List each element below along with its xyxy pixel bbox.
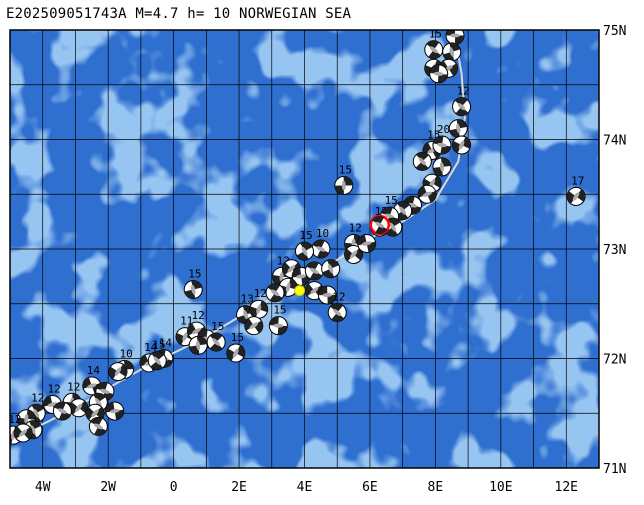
event-depth-label: 14 [159, 337, 173, 350]
focal-mechanism [88, 416, 108, 436]
axis-labels: 4W 2W 0 2E 4E 6E 8E 10E 12E 71N 72N 73N 74N 75N [35, 24, 627, 495]
focal-mechanism [357, 234, 377, 254]
event-depth-label: 10 [316, 227, 329, 240]
focal-mechanism [13, 423, 33, 443]
focal-mechanism [206, 332, 226, 352]
event-depth-label: 12 [67, 380, 80, 393]
map-title: E202509051743A M=4.7 h= 10 NORWEGIAN SEA [6, 6, 352, 22]
event-depth-label: 12 [8, 413, 21, 426]
event-depth-label: 12 [48, 382, 61, 395]
event-depth-label: 14 [144, 341, 158, 354]
event-depth-label: 15 [429, 28, 442, 41]
lon-tick-label: 6E [362, 480, 378, 495]
event-depth-label: 15 [273, 304, 286, 317]
event-depth-label: 15 [152, 339, 165, 352]
event-depth-label: 12 [254, 287, 267, 300]
lat-tick-label: 71N [603, 462, 626, 477]
focal-mechanism [108, 362, 128, 382]
focal-mechanism [448, 119, 468, 139]
lat-tick-label: 72N [603, 353, 626, 368]
focal-mechanism [402, 195, 422, 215]
lon-tick-label: 2W [100, 480, 116, 495]
lat-tick-label: 74N [603, 134, 626, 149]
focal-mechanism [424, 40, 444, 60]
lon-tick-label: 2E [231, 480, 247, 495]
lon-tick-label: 10E [489, 480, 512, 495]
focal-mechanism [226, 343, 246, 363]
event-depth-label: 12 [192, 309, 205, 322]
event-depth-label: 15 [300, 229, 313, 242]
lon-tick-label: 4E [297, 480, 313, 495]
focal-mechanism [566, 186, 586, 206]
focal-mechanism [265, 283, 285, 303]
event-depth-label: 12 [31, 391, 44, 404]
event-layer: 1415121520151712151210151213121512151112… [8, 13, 586, 445]
focal-mechanism [321, 259, 341, 279]
event-depth-label: 12 [332, 291, 345, 304]
focal-mechanism [317, 285, 337, 305]
event-depth-label: 15 [231, 331, 244, 344]
event-depth-label: 15 [385, 194, 398, 207]
epicenter-marker [294, 285, 306, 297]
map-frame [9, 29, 600, 469]
lat-tick-label: 73N [603, 243, 626, 258]
focal-mechanism [334, 175, 354, 195]
event-depth-label: 14 [87, 364, 101, 377]
main-event-mechanism [369, 214, 391, 236]
focal-mechanism [105, 401, 125, 421]
focal-mechanism [183, 280, 203, 300]
focal-mechanism [432, 157, 452, 177]
focal-mechanism [147, 351, 167, 371]
focal-mechanism [311, 239, 331, 259]
focal-mechanism [244, 316, 264, 336]
focal-mechanism [295, 241, 314, 261]
focal-mechanism [291, 266, 311, 286]
focal-mechanism [188, 335, 208, 355]
focal-mechanism [429, 64, 449, 84]
lon-tick-label: 12E [555, 480, 578, 495]
event-depth-label: 13 [241, 293, 254, 306]
focal-mechanism [304, 261, 324, 281]
focal-mechanism [442, 42, 462, 62]
focal-mechanism [452, 135, 472, 155]
lon-tick-label: 8E [428, 480, 444, 495]
event-depth-label: 20 [437, 123, 450, 136]
event-depth-label: 15 [339, 163, 352, 176]
event-depth-label: 14 [450, 13, 464, 26]
focal-mechanism [445, 30, 465, 45]
focal-mechanism [417, 184, 437, 204]
focal-mechanism [432, 135, 452, 155]
event-depth-label: 12 [349, 222, 362, 235]
focal-mechanism [452, 97, 472, 117]
focal-mechanism [327, 303, 347, 323]
focal-mechanism [412, 151, 432, 171]
focal-mechanism [268, 316, 288, 336]
lon-tick-label: 0 [170, 480, 178, 495]
event-depth-label: 15 [188, 268, 201, 281]
lat-tick-label: 75N [603, 24, 626, 39]
event-depth-label: 10 [120, 347, 133, 360]
event-depth-label: 12 [457, 85, 470, 98]
focal-mechanism [344, 244, 364, 264]
event-depth-label: 15 [211, 320, 224, 333]
focal-mechanism [52, 401, 72, 421]
lon-tick-label: 4W [35, 480, 51, 495]
focal-mechanism [85, 403, 105, 423]
focal-mechanism [249, 299, 269, 319]
event-depth-label: 17 [571, 174, 584, 187]
